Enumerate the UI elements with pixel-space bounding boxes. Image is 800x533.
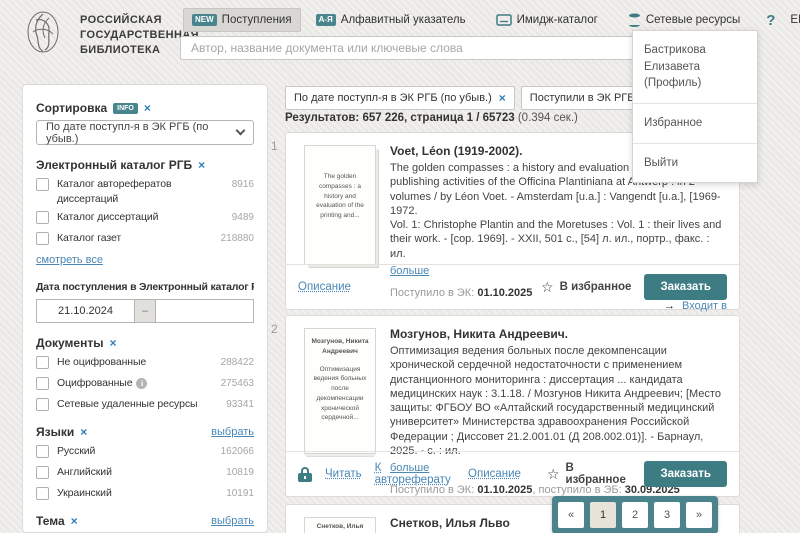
image-catalog-icon	[496, 14, 512, 26]
language-switch[interactable]: ENG	[786, 14, 800, 26]
page-button-1[interactable]: 1	[590, 502, 616, 528]
date-dash: –	[135, 299, 155, 323]
page-button-2[interactable]: 2	[622, 502, 648, 528]
checkbox[interactable]	[36, 178, 49, 191]
count: 10191	[226, 486, 254, 501]
pagination: « 1 2 3 »	[552, 496, 718, 533]
languages-section-header: Языки × выбрать	[36, 425, 254, 439]
page-next-button[interactable]: »	[686, 502, 712, 528]
choose-languages-link[interactable]: выбрать	[211, 426, 254, 438]
result-number: 1	[271, 139, 278, 153]
checkbox[interactable]	[36, 356, 49, 369]
checkbox[interactable]	[36, 487, 49, 500]
results-summary: Результатов: 657 226, страница 1 / 65723…	[285, 112, 578, 124]
description-link[interactable]: Описание	[468, 468, 521, 480]
checkbox[interactable]	[36, 232, 49, 245]
count: 10819	[226, 465, 254, 480]
book-cover[interactable]: Мозгунов, Никита Андреевич Оптимизация в…	[304, 328, 376, 454]
result-card-2: 2 Мозгунов, Никита Андреевич Оптимизация…	[285, 315, 740, 497]
page-button-3[interactable]: 3	[654, 502, 680, 528]
count: 162066	[221, 444, 254, 459]
checkbox[interactable]	[36, 466, 49, 479]
az-badge: А-Я	[316, 14, 336, 26]
filter-row: Каталог диссертаций 9489	[36, 210, 254, 228]
nav-arrivals[interactable]: NEW Поступления	[183, 8, 301, 32]
star-icon: ☆	[541, 279, 554, 296]
read-link[interactable]: Читать	[325, 468, 362, 480]
date-from-input[interactable]	[36, 299, 135, 323]
menu-item-profile[interactable]: Бастрикова Елизавета (Профиль)	[633, 31, 757, 104]
star-icon: ☆	[547, 466, 560, 483]
abstract-link[interactable]: К автореферату	[375, 462, 455, 486]
close-icon[interactable]: ×	[109, 336, 116, 350]
close-icon[interactable]: ×	[499, 91, 506, 105]
checkbox[interactable]	[36, 211, 49, 224]
count: 9489	[232, 210, 254, 225]
page-prev-button[interactable]: «	[558, 502, 584, 528]
date-to-input[interactable]	[155, 299, 254, 323]
filter-chip-sort: По дате поступл-я в ЭК РГБ (по убыв.) ×	[285, 86, 515, 110]
rsl-logo-monogram-icon	[18, 6, 68, 58]
sort-section-header: Сортировка INFO ×	[36, 101, 254, 115]
choose-topics-link[interactable]: выбрать	[211, 515, 254, 527]
book-cover[interactable]: Снетков, Илья Львович	[304, 517, 376, 533]
info-icon[interactable]: i	[136, 378, 147, 389]
count: 288422	[221, 355, 254, 370]
checkbox[interactable]	[36, 377, 49, 390]
lock-icon	[298, 467, 312, 482]
top-nav: NEW Поступления А-Я Алфавитный указатель…	[183, 8, 796, 32]
result-title[interactable]: Мозгунов, Никита Андреевич.	[390, 327, 727, 341]
add-to-favorites-button[interactable]: ☆ В избранное	[547, 462, 631, 486]
close-icon[interactable]: ×	[198, 158, 205, 172]
menu-item-favorites[interactable]: Избранное	[633, 104, 757, 144]
database-icon	[628, 13, 641, 27]
filter-row: Русский 162066	[36, 444, 254, 462]
close-icon[interactable]: ×	[80, 425, 87, 439]
new-badge: NEW	[192, 14, 217, 26]
sort-select[interactable]: По дате поступл-я в ЭК РГБ (по убыв.)	[36, 120, 254, 145]
description-link[interactable]: Описание	[298, 281, 351, 293]
filter-row: Каталог газет 218880	[36, 231, 254, 249]
date-section-header: Дата поступления в Электронный каталог Р…	[36, 280, 254, 294]
search-bar	[180, 36, 690, 60]
count: 275463	[221, 376, 254, 391]
menu-item-logout[interactable]: Выйти	[633, 144, 757, 183]
nav-image-catalog[interactable]: Имидж-каталог	[488, 9, 606, 31]
book-cover[interactable]: The golden compasses : a history and eva…	[304, 145, 376, 265]
result-number: 2	[271, 322, 278, 336]
count: 8916	[232, 177, 254, 192]
nav-alphabet-index[interactable]: А-Я Алфавитный указатель	[308, 9, 474, 31]
catalog-section-header: Электронный каталог РГБ ×	[36, 158, 254, 172]
documents-section-header: Документы ×	[36, 336, 254, 350]
filter-row: Каталог авторефератов диссертаций 8916	[36, 177, 254, 207]
user-dropdown-menu: Бастрикова Елизавета (Профиль) Избранное…	[632, 30, 758, 183]
date-range: –	[36, 299, 254, 323]
add-to-favorites-button[interactable]: ☆ В избранное	[541, 279, 631, 296]
filter-row: Сетевые удаленные ресурсы 93341	[36, 397, 254, 415]
search-input[interactable]	[180, 36, 690, 60]
count: 218880	[221, 231, 254, 246]
order-button[interactable]: Заказать	[644, 274, 727, 300]
order-button[interactable]: Заказать	[644, 461, 727, 487]
filter-row: Не оцифрованные 288422	[36, 355, 254, 373]
close-icon[interactable]: ×	[71, 514, 78, 528]
close-icon[interactable]: ×	[144, 101, 151, 115]
filters-sidebar: Сортировка INFO × По дате поступл-я в ЭК…	[22, 84, 268, 533]
count: 93341	[226, 397, 254, 412]
result-description: Оптимизация ведения больных после декомп…	[390, 344, 727, 458]
filter-row: Оцифрованные i 275463	[36, 376, 254, 394]
filter-row: Украинский 10191	[36, 486, 254, 504]
show-all-link[interactable]: смотреть все	[36, 254, 103, 266]
help-button[interactable]: ?	[762, 12, 779, 29]
nav-network-resources[interactable]: Сетевые ресурсы	[620, 8, 748, 32]
checkbox[interactable]	[36, 398, 49, 411]
checkbox[interactable]	[36, 445, 49, 458]
topics-section-header: Тема × выбрать	[36, 514, 254, 528]
info-badge: INFO	[113, 103, 138, 114]
filter-row: Английский 10819	[36, 465, 254, 483]
